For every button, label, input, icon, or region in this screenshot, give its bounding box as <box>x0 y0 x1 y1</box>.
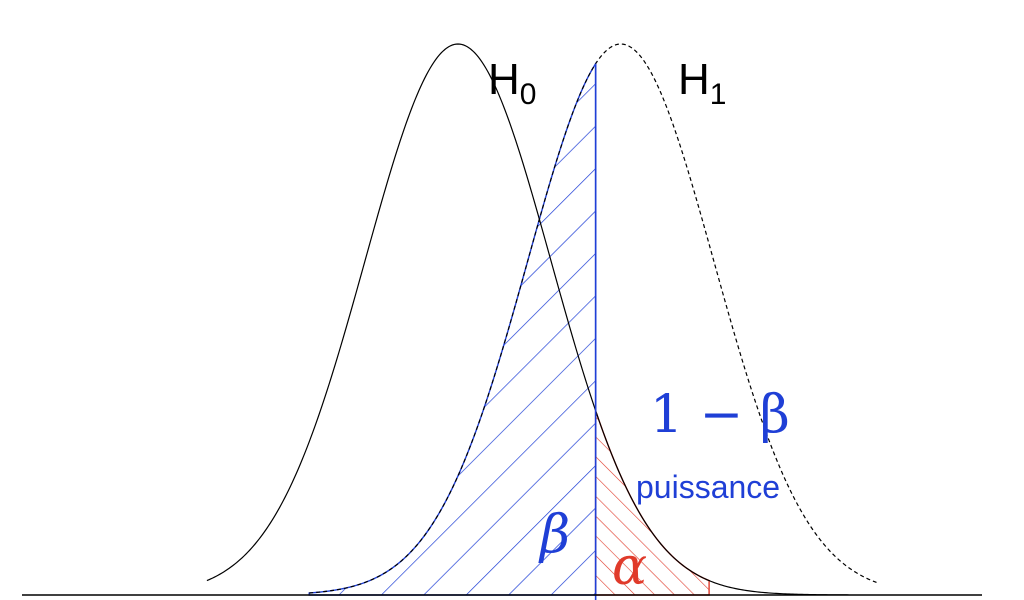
h1-label-sub: 1 <box>710 78 727 111</box>
beta-label: β <box>538 505 570 565</box>
h0-label-sub: 0 <box>520 78 537 111</box>
alpha-label: α <box>612 537 647 597</box>
h1-curve <box>309 43 877 594</box>
h0-curve <box>206 43 849 596</box>
h0-label-main: H <box>488 55 520 104</box>
puissance-label: puissance <box>636 469 780 505</box>
h1-label-main: H <box>678 55 710 104</box>
h1-label: H1 <box>678 55 726 111</box>
power-label: 1 − β <box>650 385 790 445</box>
h0-label: H0 <box>488 55 536 111</box>
